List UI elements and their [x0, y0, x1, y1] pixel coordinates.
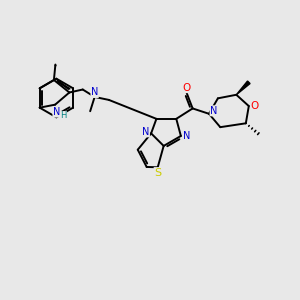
- Text: S: S: [154, 168, 161, 178]
- Polygon shape: [236, 81, 250, 95]
- Text: N: N: [91, 88, 98, 98]
- Text: N: N: [53, 107, 60, 117]
- Text: O: O: [250, 101, 259, 111]
- Text: N: N: [210, 106, 218, 116]
- Text: N: N: [182, 131, 190, 141]
- Text: N: N: [142, 127, 149, 137]
- Text: O: O: [183, 82, 191, 93]
- Text: H: H: [60, 112, 67, 121]
